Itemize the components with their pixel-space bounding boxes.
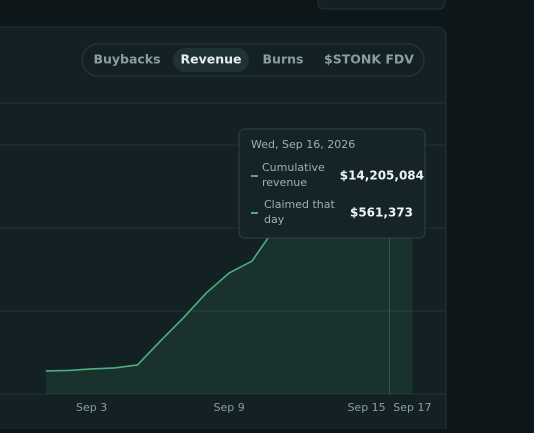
x-tick-label: Sep 9	[213, 401, 244, 414]
tab[interactable]: Revenue	[180, 52, 241, 67]
tooltip-label-box: Claimed that day	[264, 198, 335, 226]
x-tick-label: Sep 15	[347, 401, 385, 414]
tooltip-label: Cumulative revenue	[262, 161, 325, 189]
tab[interactable]: Buybacks	[93, 52, 160, 67]
tooltip-value: $14,205,084	[340, 169, 424, 183]
tooltip-value: $561,373	[350, 206, 413, 220]
tooltip	[238, 128, 426, 239]
active-tab-bg	[173, 48, 249, 72]
tooltip-date: Wed, Sep 16, 2026	[251, 138, 355, 151]
x-tick-label: Sep 3	[76, 401, 107, 414]
tooltip-label: Claimed that day	[264, 198, 335, 226]
x-tick-label: Sep 17	[393, 401, 431, 414]
tooltip-label-box: Cumulative revenue	[262, 161, 325, 189]
tab[interactable]: $STONK FDV	[324, 52, 414, 67]
top-widget	[317, 0, 446, 10]
tab-bar	[81, 43, 425, 77]
tab[interactable]: Burns	[263, 52, 304, 67]
